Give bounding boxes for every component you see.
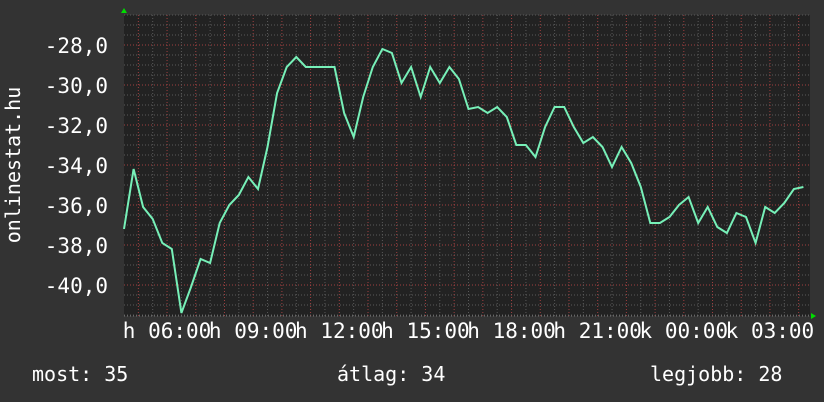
- y-tick-label: -38,0: [45, 234, 108, 258]
- series-line: [123, 47, 804, 314]
- y-tick-label: -28,0: [45, 34, 108, 58]
- x-axis: h 06:00h 09:00h 12:00h 15:00h 18:00h 21:…: [123, 319, 814, 343]
- x-tick-label: k 03:00: [726, 319, 815, 343]
- x-tick-label: h 21:00: [553, 319, 642, 343]
- x-tick-label: k 00:00: [640, 319, 729, 343]
- y-axis-label: onlinestat.hu: [1, 87, 25, 244]
- x-tick-label: h 15:00: [381, 319, 470, 343]
- x-tick-label: h 06:00: [123, 319, 212, 343]
- y-tick-label: -36,0: [45, 194, 108, 218]
- x-tick-label: h 09:00: [209, 319, 298, 343]
- y-axis-arrow-icon: [121, 8, 127, 13]
- x-tick-label: h 18:00: [467, 319, 556, 343]
- y-tick-label: -40,0: [45, 274, 108, 298]
- x-axis-arrow-icon: [811, 313, 816, 319]
- legend-max: legjobb: 28: [650, 362, 783, 386]
- legend-average: átlag: 34: [337, 362, 446, 386]
- y-tick-label: -34,0: [45, 154, 108, 178]
- x-tick-label: h 12:00: [295, 319, 384, 343]
- y-tick-label: -32,0: [45, 114, 108, 138]
- legend-current: most: 35: [32, 362, 129, 386]
- y-tick-label: -30,0: [45, 74, 108, 98]
- y-axis: -28,0 -30,0 -32,0 -34,0 -36,0 -38,0 -40,0: [45, 34, 108, 298]
